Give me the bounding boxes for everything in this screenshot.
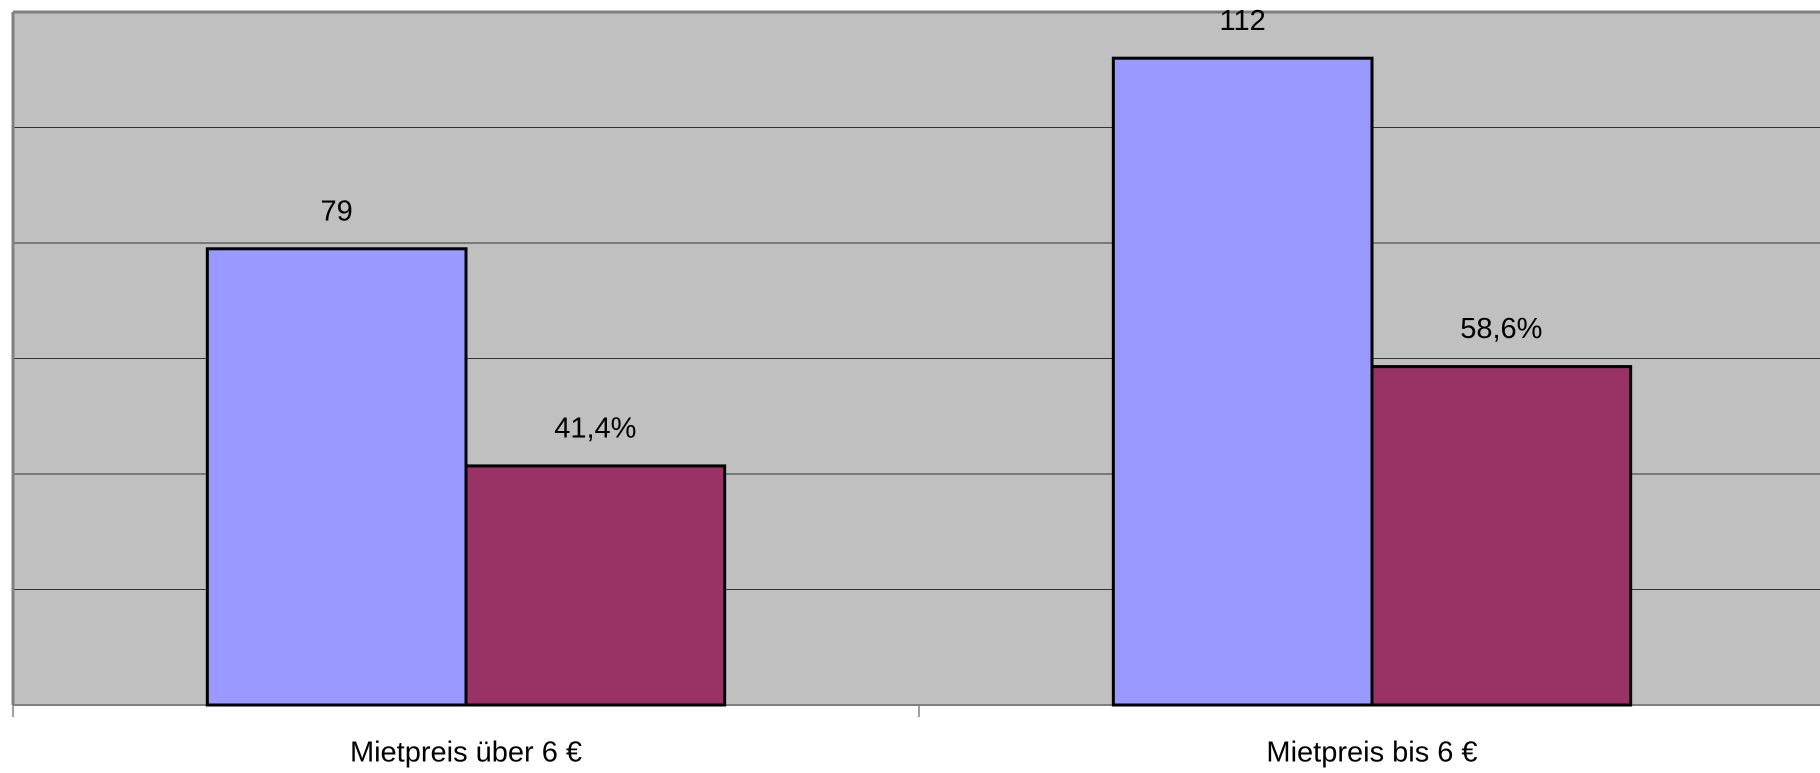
value-label: 112 xyxy=(1220,5,1266,37)
bar xyxy=(1370,365,1633,707)
value-label: 58,6% xyxy=(1460,313,1542,345)
bar xyxy=(205,247,468,707)
value-label: 41,4% xyxy=(554,413,636,445)
x-tick-label: Mietpreis bis 6 € xyxy=(1266,737,1477,769)
x-tick-label: Mietpreis über 6 € xyxy=(350,737,582,769)
bar xyxy=(464,464,727,707)
bar xyxy=(1111,56,1374,707)
value-label: 79 xyxy=(321,195,353,227)
